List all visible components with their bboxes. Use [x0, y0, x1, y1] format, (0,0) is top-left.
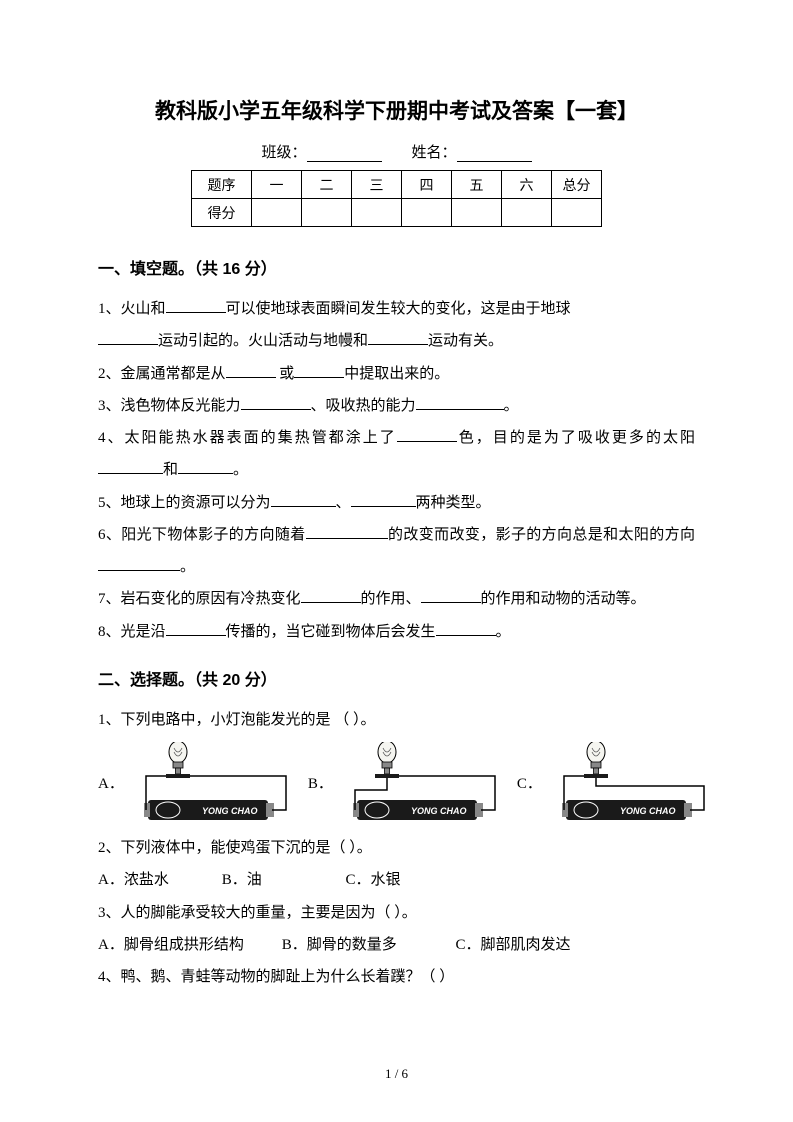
blank[interactable]	[271, 489, 336, 507]
blank[interactable]	[98, 553, 180, 571]
blank[interactable]	[306, 521, 388, 539]
option: C．脚部肌肉发达	[456, 929, 571, 961]
table-row: 题序 一 二 三 四 五 六 总分	[192, 171, 602, 199]
circuit-b-icon: YONG CHAO	[347, 742, 505, 822]
option: A．浓盐水	[98, 864, 218, 896]
s2-q4: 4、鸭、鹅、青蛙等动物的脚趾上为什么长着蹼？（ ）	[98, 961, 695, 993]
cell: 一	[252, 171, 302, 199]
s1-q3: 3、浅色物体反光能力、吸收热的能力。	[98, 390, 695, 422]
s1-q8: 8、光是沿传播的，当它碰到物体后会发生。	[98, 616, 695, 648]
option: B．脚骨的数量多	[282, 929, 452, 961]
score-table: 题序 一 二 三 四 五 六 总分 得分	[191, 170, 602, 227]
blank[interactable]	[351, 489, 416, 507]
svg-text:YONG CHAO: YONG CHAO	[620, 806, 676, 816]
cell: 六	[502, 171, 552, 199]
option-a-label: A．	[98, 772, 124, 793]
svg-text:YONG CHAO: YONG CHAO	[202, 806, 258, 816]
blank[interactable]	[416, 392, 504, 410]
s1-q6: 6、阳光下物体影子的方向随着的改变而改变，影子的方向总是和太阳的方向。	[98, 519, 695, 584]
blank[interactable]	[421, 585, 481, 603]
cell-blank[interactable]	[302, 199, 352, 227]
name-label: 姓名：	[412, 145, 457, 161]
blank[interactable]	[98, 456, 163, 474]
cell-blank[interactable]	[352, 199, 402, 227]
blank[interactable]	[226, 360, 276, 378]
cell: 二	[302, 171, 352, 199]
cell-blank[interactable]	[252, 199, 302, 227]
s2-q3-options: A．脚骨组成拱形结构 B．脚骨的数量多 C．脚部肌肉发达	[98, 929, 695, 961]
cell: 三	[352, 171, 402, 199]
page-title: 教科版小学五年级科学下册期中考试及答案【一套】	[98, 95, 695, 125]
s1-q5: 5、地球上的资源可以分为、两种类型。	[98, 487, 695, 519]
option: B．油	[222, 864, 342, 896]
s1-q2: 2、金属通常都是从 或中提取出来的。	[98, 358, 695, 390]
section2-heading: 二、选择题。（共 20 分）	[98, 666, 695, 690]
option: A．脚骨组成拱形结构	[98, 929, 278, 961]
s2-q1: 1、下列电路中，小灯泡能发光的是 （ ）。	[98, 704, 695, 736]
blank[interactable]	[241, 392, 311, 410]
cell: 四	[402, 171, 452, 199]
s1-q1: 1、火山和可以使地球表面瞬间发生较大的变化，这是由于地球 运动引起的。火山活动与…	[98, 293, 695, 358]
table-row: 得分	[192, 199, 602, 227]
blank[interactable]	[166, 618, 226, 636]
cell: 五	[452, 171, 502, 199]
s1-q4: 4、太阳能热水器表面的集热管都涂上了色，目的是为了吸收更多的太阳和。	[98, 422, 695, 487]
cell: 题序	[192, 171, 252, 199]
circuit-a-icon: YONG CHAO	[138, 742, 296, 822]
cell-blank[interactable]	[452, 199, 502, 227]
name-blank[interactable]	[457, 144, 532, 162]
cell-blank[interactable]	[552, 199, 602, 227]
s1-q7: 7、岩石变化的原因有冷热变化的作用、的作用和动物的活动等。	[98, 583, 695, 615]
page-number: 1 / 6	[0, 1066, 793, 1082]
svg-text:YONG CHAO: YONG CHAO	[411, 806, 467, 816]
cell: 得分	[192, 199, 252, 227]
s2-q2: 2、下列液体中，能使鸡蛋下沉的是（ ）。	[98, 832, 695, 864]
s2-q2-options: A．浓盐水 B．油 C．水银	[98, 864, 695, 896]
cell: 总分	[552, 171, 602, 199]
blank[interactable]	[98, 327, 158, 345]
blank[interactable]	[178, 456, 233, 474]
blank[interactable]	[301, 585, 361, 603]
section1-heading: 一、填空题。（共 16 分）	[98, 255, 695, 279]
option: C．水银	[346, 864, 401, 896]
blank[interactable]	[294, 360, 344, 378]
circuit-c-icon: YONG CHAO	[556, 742, 714, 822]
cell-blank[interactable]	[502, 199, 552, 227]
option-c-label: C．	[517, 772, 542, 793]
blank[interactable]	[368, 327, 428, 345]
blank[interactable]	[166, 295, 226, 313]
s2-q3: 3、人的脚能承受较大的重量，主要是因为（ ）。	[98, 897, 695, 929]
blank[interactable]	[397, 424, 457, 442]
class-blank[interactable]	[307, 144, 382, 162]
circuit-options: A． YONG CHAO B． YONG CHAO C．	[98, 742, 695, 822]
cell-blank[interactable]	[402, 199, 452, 227]
student-info: 班级： 姓名：	[98, 141, 695, 162]
blank[interactable]	[436, 618, 496, 636]
option-b-label: B．	[308, 772, 333, 793]
class-label: 班级：	[261, 145, 306, 161]
